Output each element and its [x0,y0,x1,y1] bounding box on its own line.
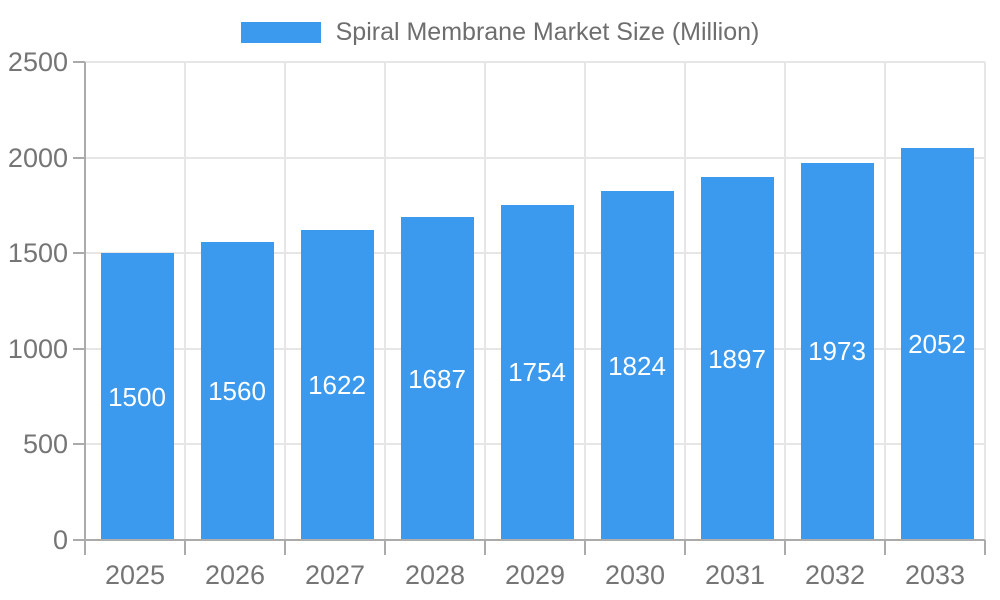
x-axis-label: 2031 [704,560,766,590]
x-axis-tick [884,540,886,555]
x-axis-label: 2032 [804,560,866,590]
bar-2032[interactable] [800,162,874,540]
bar-2027[interactable] [300,229,374,540]
bar-2029[interactable] [500,204,574,540]
x-axis-line [85,539,985,541]
bar-2031[interactable] [700,177,774,540]
x-gridline [984,62,986,540]
x-gridline [584,62,586,540]
bar-2028[interactable] [400,217,474,540]
bar-2025[interactable] [100,253,174,540]
x-gridline [384,62,386,540]
x-axis-label: 2030 [604,560,666,590]
y-axis-label: 1500 [7,238,68,269]
x-gridline [684,62,686,540]
x-axis-tick [584,540,586,555]
x-axis-tick [684,540,686,555]
x-axis-tick [84,540,86,555]
y-axis-label: 2000 [7,142,68,173]
x-axis-tick [984,540,986,555]
y-gridline [85,156,985,159]
x-axis-tick [184,540,186,555]
y-axis-label: 1000 [7,333,68,364]
x-gridline [484,62,486,540]
y-axis-tick [73,156,85,159]
y-axis-line [84,62,86,540]
bar-2033[interactable] [900,147,974,540]
x-gridline [884,62,886,540]
bar-2030[interactable] [600,191,674,540]
y-axis-tick [73,443,85,446]
x-axis-label: 2025 [104,560,166,590]
legend-swatch-icon [240,21,321,43]
x-axis-label: 2027 [304,560,366,590]
x-axis-tick [384,540,386,555]
x-axis-label: 2026 [204,560,266,590]
legend-label: Spiral Membrane Market Size (Million) [335,17,760,46]
y-axis-label: 2500 [7,47,68,77]
x-axis-label: 2029 [504,560,566,590]
y-axis-tick [73,252,85,255]
y-axis-label: 500 [22,429,68,460]
x-gridline [784,62,786,540]
y-axis-tick [73,539,85,541]
x-axis-tick [784,540,786,555]
y-axis-tick [73,347,85,350]
x-axis-tick [484,540,486,555]
x-gridline [284,62,286,540]
y-gridline [85,61,985,63]
legend-item[interactable]: Spiral Membrane Market Size (Million) [0,18,1000,46]
x-axis-label: 2033 [904,560,966,590]
x-gridline [184,62,186,540]
y-axis-tick [73,61,85,63]
bar-2026[interactable] [200,241,274,540]
x-axis-label: 2028 [404,560,466,590]
x-axis-tick [284,540,286,555]
y-axis-label: 0 [52,525,68,555]
